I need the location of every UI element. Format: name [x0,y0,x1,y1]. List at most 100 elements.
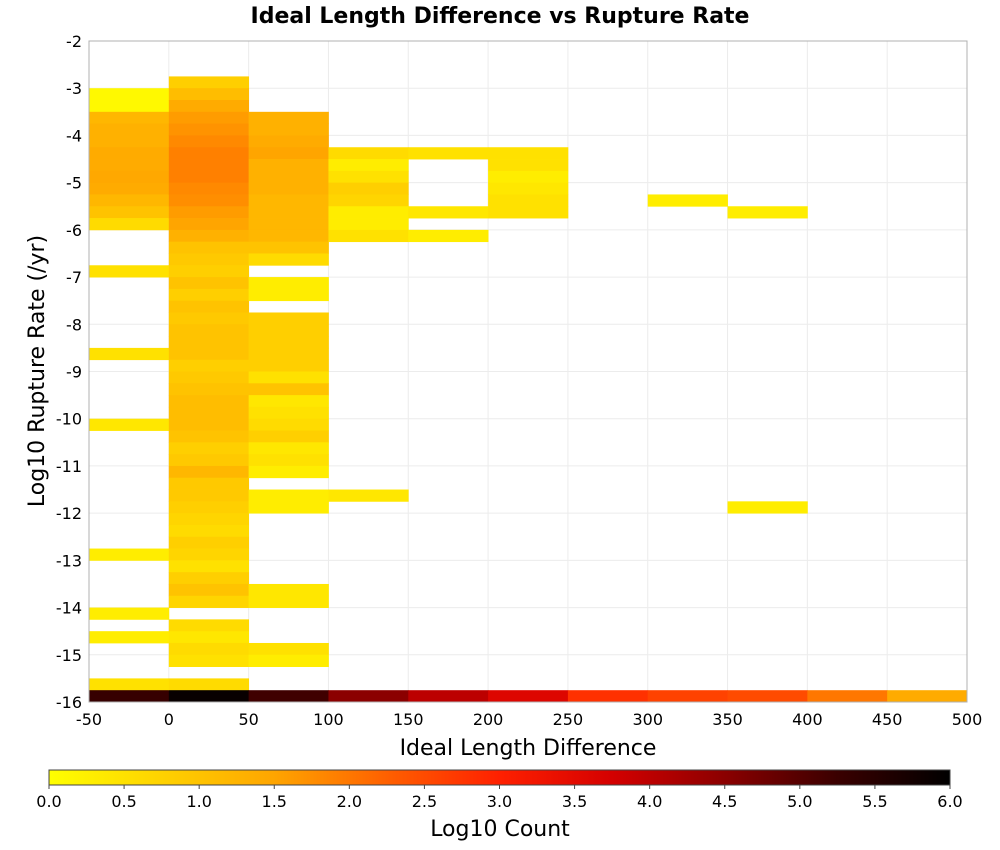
heatmap-cell [89,206,170,219]
colorbar-tick-label: 2.5 [412,792,437,811]
heatmap-cell [168,359,250,372]
heatmap-cell [248,288,329,302]
heatmap-cell [168,170,250,184]
heatmap-cell [89,135,170,148]
heatmap-cell [168,536,250,549]
colorbar-label: Log10 Count [430,817,570,842]
heatmap-cell [168,560,250,573]
heatmap-cell [488,206,569,219]
colorbar-tick-label: 0.5 [111,792,136,811]
heatmap-cell [488,690,569,703]
heatmap-cell [168,654,250,667]
heatmap-cell [168,123,250,136]
plot-frame [88,40,968,703]
heatmap-cell [408,206,489,219]
heatmap-cell [248,312,329,325]
heatmap-cell [328,229,409,243]
heatmap-cell [89,123,170,136]
heatmap-cell [89,631,170,644]
heatmap-cell [248,135,329,148]
heatmap-cell [328,218,409,231]
heatmap-cell [168,371,250,384]
heatmap-cell [248,501,329,514]
heatmap-cell [488,170,569,184]
heatmap-cell [168,501,250,514]
y-tick-label: -4 [66,126,82,145]
heatmap-cell [248,383,329,396]
heatmap-cell [168,147,250,160]
heatmap-cell [89,265,170,278]
heatmap-cell [168,300,250,313]
x-tick-label: -50 [76,710,102,729]
heatmap-cell [248,229,329,243]
heatmap-cell [248,595,329,608]
colorbar-tick-label: 1.0 [186,792,211,811]
y-tick-label: -3 [66,79,82,98]
colorbar-tick-label: 4.0 [637,792,662,811]
heatmap-cell [89,194,170,207]
heatmap-cell [168,678,250,691]
heatmap-cell [168,489,250,502]
heatmap-cell [168,631,250,644]
heatmap-cell [248,253,329,266]
heatmap-cell [248,194,329,207]
x-axis-ticks: -50 0 50 100 150 200 250 300 350 400 450 500 [76,710,982,729]
y-tick-label: -11 [56,457,82,476]
y-tick-label: -8 [66,315,82,334]
y-tick-label: -5 [66,174,82,193]
heatmap-cell [168,572,250,585]
heatmap-cell [328,690,409,703]
x-tick-label: 0 [164,710,174,729]
heatmap-cell [248,395,329,408]
heatmap-cell [168,383,250,396]
heatmap-cell [168,312,250,325]
colorbar [48,769,951,786]
x-tick-label: 200 [473,710,504,729]
heatmap-cell [89,347,170,361]
heatmap-cell [248,206,329,219]
heatmap-cell [89,690,170,703]
heatmap-cell [168,430,250,443]
heatmap-cell [168,229,250,243]
y-tick-label: -15 [56,646,82,665]
heatmap-cell [248,111,329,125]
colorbar-tick-label: 5.0 [787,792,812,811]
heatmap-cell [168,642,250,656]
heatmap-cell [168,76,250,89]
colorbar-tick-label: 4.5 [712,792,737,811]
heatmap-cell [168,182,250,195]
heatmap-cell [248,465,329,479]
heatmap-cell [328,147,409,160]
heatmap-cell [328,159,409,172]
heatmap-cell [248,489,329,502]
heatmap-cell [168,595,250,608]
heatmap-cell [248,336,329,349]
heatmap-cell [89,607,170,620]
y-tick-label: -14 [56,599,82,618]
heatmap-cell [647,194,728,207]
heatmap-cell [328,206,409,219]
heatmap-cell [168,619,250,632]
heatmap-cell [168,548,250,561]
x-axis-label: Ideal Length Difference [400,736,657,761]
y-tick-label: -13 [56,551,82,570]
heatmap-cell [89,182,170,195]
heatmap-cell [248,583,329,597]
heatmap-cell [168,324,250,337]
heatmap-cell [408,147,489,160]
heatmap-cell [89,418,170,431]
heatmap-cell [248,442,329,455]
heatmap-cell [408,690,489,703]
heatmap-cell [168,277,250,290]
heatmap-cell [248,324,329,337]
heatmap-cell [248,123,329,136]
heatmap-cell [248,406,329,420]
heatmap-cell [328,489,409,502]
colorbar-tick-label: 6.0 [937,792,962,811]
heatmap-cell [168,218,250,231]
heatmap-cell [168,524,250,538]
heatmap-cell [168,442,250,455]
heatmap-cell [488,159,569,172]
heatmap-cell [328,170,409,184]
heatmap-cell [89,678,170,691]
